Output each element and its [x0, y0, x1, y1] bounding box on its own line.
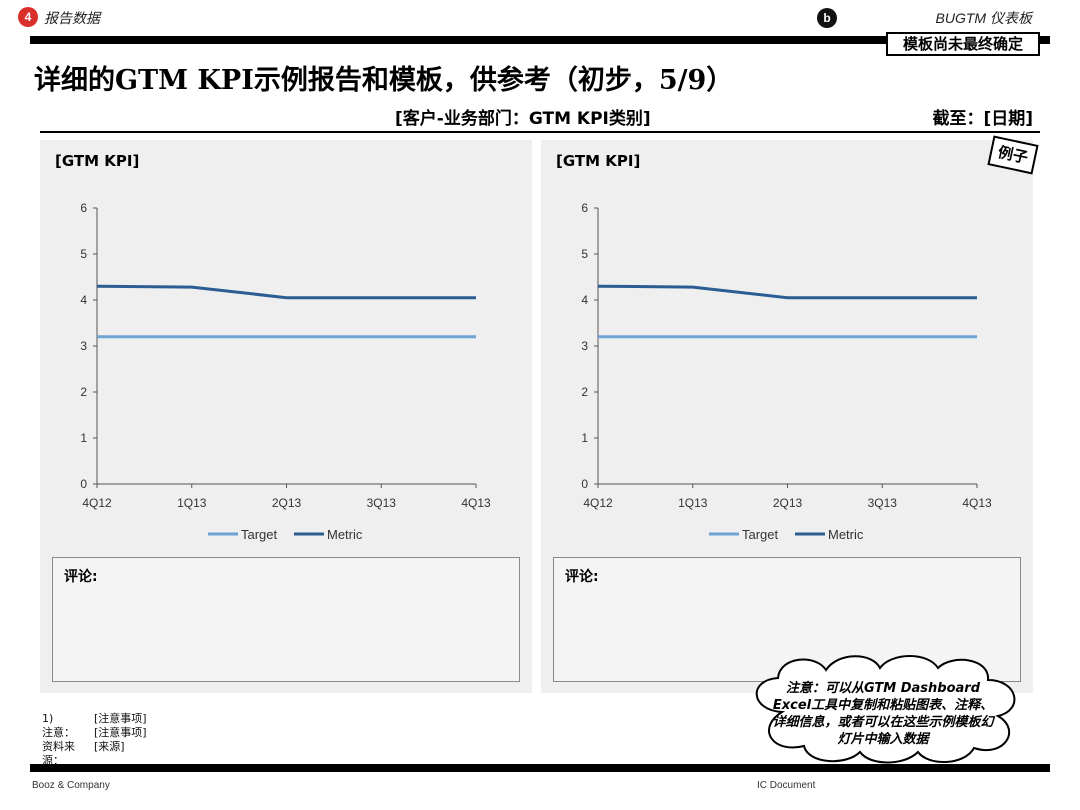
- y-tick-label: 6: [80, 201, 87, 215]
- comment-label: 评论:: [64, 569, 98, 585]
- footnote-row: 资料来源： [来源]: [42, 740, 147, 768]
- callout-cloud-icon: [755, 655, 1016, 764]
- dashboard-label: BUGTM 仪表板: [935, 10, 1032, 26]
- y-tick-label: 3: [581, 339, 588, 353]
- footnote-row: 1) [注意事项]: [42, 712, 147, 726]
- footnote-value: [注意事项]: [94, 726, 147, 739]
- footer-company: Booz & Company: [32, 780, 110, 791]
- footnote-row: 注意： [注意事项]: [42, 726, 147, 740]
- x-tick-label: 4Q12: [82, 496, 112, 510]
- y-tick-label: 4: [80, 293, 87, 307]
- kpi-chart-left: 0 1 2 3 4 5 6 4Q12 1Q13 2Q13 3Q13 4Q13 Target Metric: [80, 201, 491, 542]
- y-tick-label: 1: [581, 431, 588, 445]
- footnote-key: 资料来源：: [42, 740, 75, 767]
- y-tick-label: 4: [581, 293, 588, 307]
- y-tick-label: 5: [581, 247, 588, 261]
- kpi-panel-left: 0 1 2 3 4 5 6 4Q12 1Q13 2Q13 3Q13 4Q13 Target Metric …: [40, 140, 532, 693]
- comment-box[interactable]: 评论:: [52, 557, 520, 682]
- chart-title: [GTM KPI]: [55, 152, 140, 170]
- y-tick-label: 3: [80, 339, 87, 353]
- series-line-metric: [96, 284, 476, 300]
- footnote-value: [注意事项]: [94, 712, 147, 725]
- y-tick-label: 2: [581, 385, 588, 399]
- y-tick-label: 1: [80, 431, 87, 445]
- legend-label: Target: [742, 527, 779, 542]
- header-rule: [40, 131, 1040, 133]
- section-number-badge: 4: [18, 7, 38, 27]
- x-tick-label: 1Q13: [177, 496, 207, 510]
- x-tick-label: 4Q13: [962, 496, 992, 510]
- x-tick-label: 2Q13: [272, 496, 302, 510]
- x-tick-label: 3Q13: [367, 496, 397, 510]
- footnote-key: 注意：: [42, 726, 75, 739]
- footnote-value: [来源]: [94, 740, 125, 753]
- footnotes: 1) [注意事项] 注意： [注意事项] 资料来源： [来源]: [42, 712, 147, 768]
- kpi-chart-right: 0 1 2 3 4 5 6 4Q12 1Q13 2Q13 3Q13 4Q13 Target Metric: [581, 201, 992, 542]
- top-bar: 4 报告数据 b BUGTM 仪表板: [0, 0, 1080, 36]
- page-title: 详细的GTM KPI示例报告和模板，供参考（初步，5/9）: [34, 65, 734, 96]
- chart-title: [GTM KPI]: [556, 152, 641, 170]
- comment-label: 评论:: [565, 569, 599, 585]
- x-tick-label: 3Q13: [868, 496, 898, 510]
- y-tick-label: 5: [80, 247, 87, 261]
- footer-document-label: IC Document: [757, 780, 816, 791]
- footnote-key: 1): [42, 712, 54, 725]
- step-letter-badge: b: [817, 8, 837, 28]
- legend-label: Target: [241, 527, 278, 542]
- legend-label: Metric: [327, 527, 363, 542]
- top-rule: [30, 36, 1050, 44]
- subheader: [客户-业务部门：GTM KPI类别]: [395, 109, 651, 129]
- x-tick-label: 4Q12: [583, 496, 613, 510]
- section-label: 报告数据: [44, 10, 100, 26]
- kpi-panel-right: 0 1 2 3 4 5 6 4Q12 1Q13 2Q13 3Q13 4Q13 Target Metric …: [541, 140, 1033, 693]
- bottom-rule: [30, 764, 1050, 772]
- comment-box[interactable]: 评论:: [553, 557, 1021, 682]
- x-tick-label: 2Q13: [773, 496, 803, 510]
- y-tick-label: 2: [80, 385, 87, 399]
- callout-text: 注意：可以从GTM Dashboard Excel工具中复制和粘贴图表、注释、详…: [772, 681, 994, 747]
- legend-label: Metric: [828, 527, 864, 542]
- draft-stamp: 模板尚未最终确定: [886, 32, 1040, 56]
- y-tick-label: 6: [581, 201, 588, 215]
- y-tick-label: 0: [581, 477, 588, 491]
- series-line-metric: [597, 284, 977, 300]
- x-tick-label: 4Q13: [461, 496, 491, 510]
- x-tick-label: 1Q13: [678, 496, 708, 510]
- as-of-date: 截至：[日期]: [932, 109, 1033, 129]
- y-tick-label: 0: [80, 477, 87, 491]
